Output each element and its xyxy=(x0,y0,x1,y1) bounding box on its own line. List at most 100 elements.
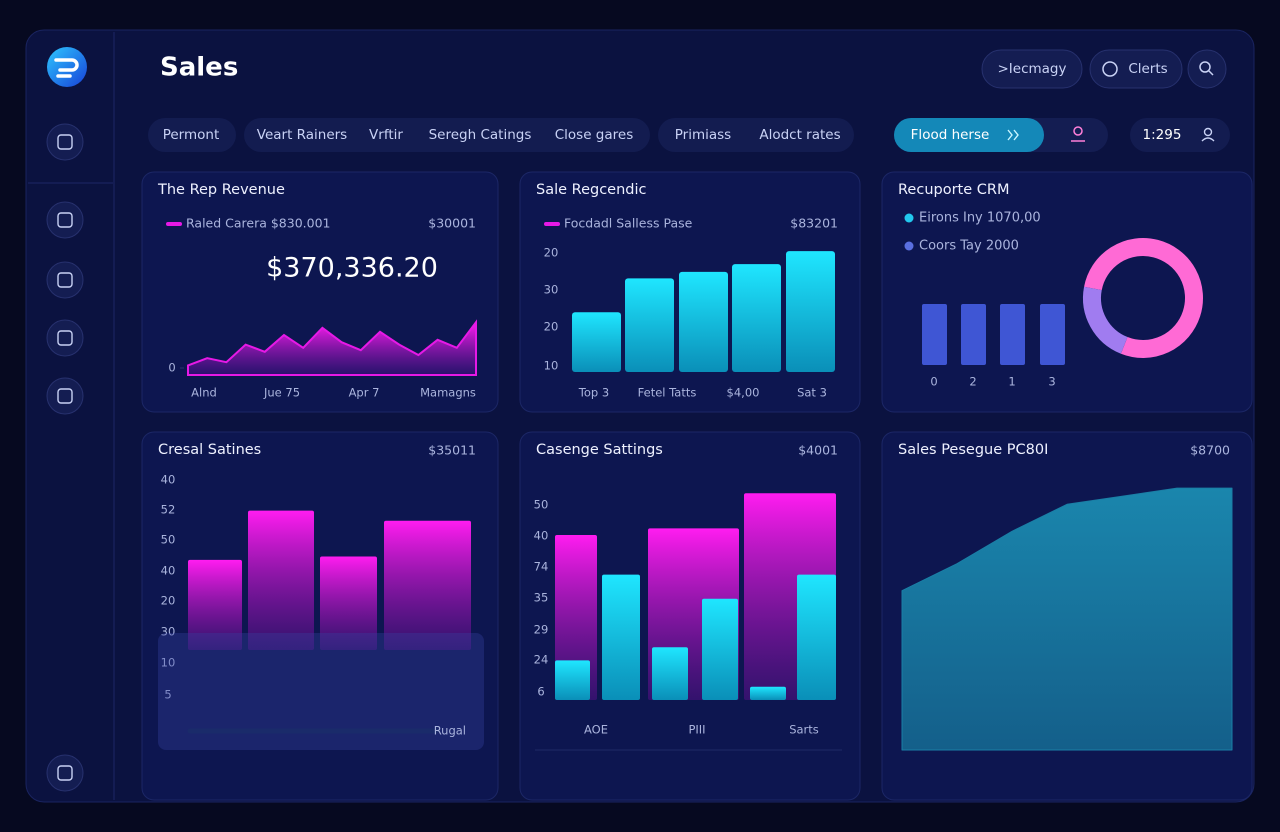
y-tick-label: 40 xyxy=(161,473,176,487)
x-tick-label: Top 3 xyxy=(578,386,609,400)
header-button-label: Clerts xyxy=(1128,61,1167,77)
donut-segment xyxy=(1084,238,1203,358)
panel-value: $35011 xyxy=(428,443,476,458)
y-tick-label: 24 xyxy=(534,653,549,667)
tab-group xyxy=(658,118,854,152)
bar xyxy=(786,251,835,372)
tab-label[interactable]: Primiass xyxy=(675,127,731,143)
x-tick-label: AOE xyxy=(584,723,608,737)
bar xyxy=(555,660,590,700)
bar xyxy=(555,535,597,700)
tab-label[interactable]: Alodct rates xyxy=(759,127,840,143)
panel-title: Cresal Satines xyxy=(158,442,261,458)
sidebar-icon xyxy=(57,272,73,288)
y-tick-label: 10 xyxy=(544,359,559,373)
legend-label: Focdadl Salless Pase xyxy=(564,216,693,231)
panel-title: Sale Regcendic xyxy=(536,182,647,198)
bar xyxy=(572,312,621,372)
x-tick-label: Sat 3 xyxy=(797,386,827,400)
bar xyxy=(961,304,986,365)
panel-title: Casenge Sattings xyxy=(536,442,663,458)
tab-label[interactable]: Permont xyxy=(163,127,220,143)
bar xyxy=(652,647,688,700)
x-tick-label: 3 xyxy=(1048,375,1055,389)
tab-group xyxy=(244,118,650,152)
legend-dot xyxy=(904,241,914,251)
area xyxy=(187,319,477,376)
tab-label[interactable]: Close gares xyxy=(555,127,634,143)
sidebar-button[interactable] xyxy=(46,123,84,161)
y-tick-label: 74 xyxy=(534,560,549,574)
x-tick-label: Sarts xyxy=(789,723,819,737)
sidebar-icon xyxy=(57,330,73,346)
logo[interactable] xyxy=(47,47,87,87)
tab-label[interactable]: Veart Rainers xyxy=(257,127,347,143)
sidebar-icon xyxy=(57,212,73,228)
x-tick-label: 0 xyxy=(930,375,937,389)
tab-label[interactable]: Seregh Catings xyxy=(429,127,532,143)
bar xyxy=(679,271,728,372)
y-tick-label: 40 xyxy=(534,529,549,543)
legend-label: Raled Carera $830.001 xyxy=(186,216,331,231)
header-button[interactable] xyxy=(981,49,1083,89)
y-tick-label: 35 xyxy=(534,591,549,605)
logo-glyph xyxy=(54,58,79,78)
x-tick-label: Mamagns xyxy=(420,386,476,400)
y-tick-label: 29 xyxy=(534,623,549,637)
sidebar-button[interactable] xyxy=(46,201,84,239)
action-label: Flood herse xyxy=(911,127,990,143)
x-tick-label: Jue 75 xyxy=(263,386,300,400)
logo-circle xyxy=(47,47,87,87)
x-tick-label: Fetel Tatts xyxy=(638,386,697,400)
y-tick-label: 10 xyxy=(161,656,176,670)
header-button[interactable] xyxy=(1089,49,1183,89)
x-tick-label: PIII xyxy=(688,723,705,737)
account-icon[interactable] xyxy=(1203,127,1213,137)
sidebar-icon xyxy=(57,134,73,150)
bar xyxy=(750,686,786,700)
panel-title: The Rep Revenue xyxy=(157,182,285,198)
user-icon[interactable] xyxy=(1073,126,1083,136)
donut-segment xyxy=(1083,286,1128,354)
bar xyxy=(188,559,242,650)
y-tick-label: 50 xyxy=(161,533,176,547)
y-tick-label: 30 xyxy=(161,625,176,639)
bar xyxy=(1040,304,1065,365)
action-button[interactable] xyxy=(894,118,1044,152)
panel-title: Sales Pesegue PC80I xyxy=(898,442,1048,458)
search-icon xyxy=(1208,70,1214,76)
legend-dot xyxy=(904,213,914,223)
sidebar-icons xyxy=(46,123,84,792)
x-tick-label: $4,00 xyxy=(727,386,760,400)
page-title: Sales xyxy=(160,53,238,83)
time-pill xyxy=(1130,118,1230,152)
y-tick-label: 40 xyxy=(161,564,176,578)
time-label: 1:295 xyxy=(1143,127,1182,143)
y-tick-label: 0 xyxy=(168,361,175,375)
account-icon xyxy=(1201,137,1215,142)
bar xyxy=(922,304,947,365)
y-tick-label: 50 xyxy=(534,498,549,512)
search-button[interactable] xyxy=(1187,49,1227,89)
tab-label[interactable]: Vrftir xyxy=(369,127,403,143)
bar xyxy=(625,278,674,372)
sidebar-icon xyxy=(57,388,73,404)
headline-value: $370,336.20 xyxy=(266,253,438,284)
clients-icon xyxy=(1102,61,1118,77)
header-button-label: >Iecmagy xyxy=(997,61,1066,77)
x-tick-label: Alnd xyxy=(191,386,217,400)
bar xyxy=(702,598,738,700)
legend-label: Eirons Iny 1070,00 xyxy=(919,211,1041,226)
x-tick-label: 2 xyxy=(969,375,976,389)
sidebar-button[interactable] xyxy=(46,754,84,792)
y-tick-label: 30 xyxy=(544,283,559,297)
panel-value: $30001 xyxy=(428,216,476,231)
sidebar-button[interactable] xyxy=(46,261,84,299)
sidebar-button[interactable] xyxy=(46,319,84,357)
sidebar-button[interactable] xyxy=(46,377,84,415)
x-tick-label: Apr 7 xyxy=(349,386,380,400)
y-tick-label: 52 xyxy=(161,503,176,517)
y-tick-label: 5 xyxy=(164,688,171,702)
